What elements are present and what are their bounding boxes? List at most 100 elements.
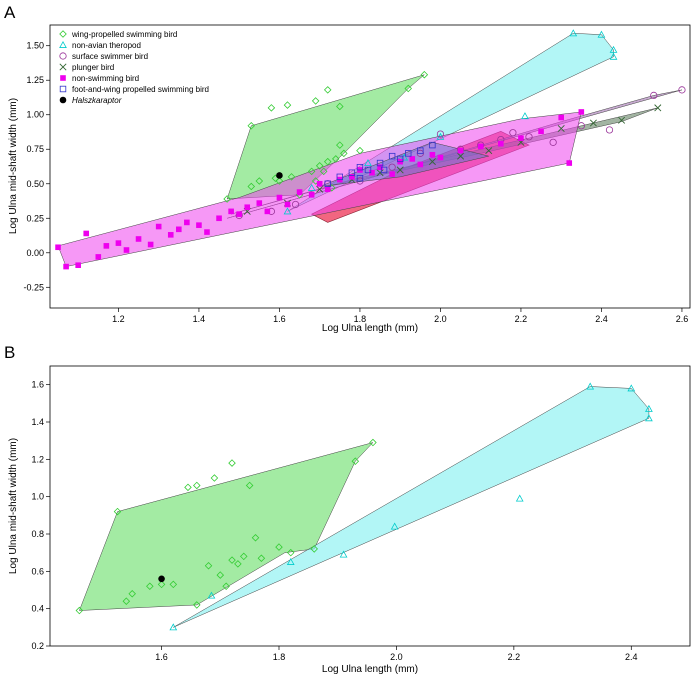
point-plunger bbox=[618, 116, 626, 124]
point-nonswim bbox=[417, 161, 424, 168]
point-wing bbox=[113, 507, 122, 516]
point-wing bbox=[311, 177, 320, 185]
panel-a-x-axis-label: Log Ulna length (mm) bbox=[322, 323, 418, 334]
point-plunger bbox=[316, 185, 324, 193]
x-tick-label: 1.6 bbox=[155, 652, 168, 662]
point-wing bbox=[283, 101, 292, 109]
point-surface bbox=[388, 163, 396, 171]
point-nonswim bbox=[167, 232, 174, 238]
x-tick-label: 2.4 bbox=[625, 652, 638, 662]
point-wing bbox=[336, 102, 344, 111]
point-wing bbox=[251, 533, 260, 542]
x-tick-label: 1.4 bbox=[193, 314, 206, 324]
point-wing bbox=[275, 177, 284, 185]
point-wing bbox=[128, 589, 136, 598]
legend-marker-foot bbox=[59, 85, 67, 93]
point-theropod bbox=[609, 52, 618, 60]
point-nonswim bbox=[264, 208, 271, 215]
point-nonswim bbox=[123, 247, 130, 253]
y-tick-label: 1.2 bbox=[31, 454, 44, 464]
point-wing bbox=[122, 597, 131, 605]
point-theropod bbox=[364, 159, 372, 167]
point-surface bbox=[577, 122, 585, 130]
x-tick-label: 2.6 bbox=[676, 314, 689, 324]
point-wing bbox=[193, 601, 201, 609]
point-wing bbox=[311, 97, 320, 105]
point-theropod bbox=[515, 494, 524, 502]
point-theropod bbox=[390, 522, 399, 530]
point-theropod bbox=[609, 45, 618, 53]
point-wing bbox=[247, 122, 256, 130]
point-plunger bbox=[376, 169, 384, 177]
point-nonswim bbox=[55, 244, 61, 251]
panel-a-y-axis-label: Log Ulna mid-shaft width (mm) bbox=[8, 98, 19, 234]
y-tick-label: 0.4 bbox=[31, 604, 44, 614]
x-tick-label: 2.2 bbox=[508, 652, 521, 662]
point-wing bbox=[216, 571, 225, 579]
point-nonswim bbox=[135, 236, 142, 242]
point-plunger bbox=[589, 119, 597, 127]
point-surface bbox=[650, 91, 658, 100]
point-nonswim bbox=[63, 263, 69, 270]
point-wing bbox=[404, 84, 413, 93]
point-nonswim bbox=[409, 156, 416, 162]
point-foot bbox=[417, 147, 424, 154]
point-foot bbox=[396, 155, 404, 163]
legend-label-halsz: Halszkaraptor bbox=[72, 96, 122, 105]
point-theropod bbox=[586, 382, 595, 390]
panel-a-y-ticks: -0.25 0.00 0.25 0.50 0.75 1.00 1.25 1.50 bbox=[23, 41, 50, 292]
x-tick-label: 1.6 bbox=[273, 314, 286, 324]
panel-b-y-axis-label: Log Ulna mid-shaft width (mm) bbox=[8, 438, 19, 574]
point-foot bbox=[380, 166, 388, 174]
point-nonswim bbox=[389, 171, 395, 177]
point-wing bbox=[223, 195, 231, 203]
point-theropod bbox=[307, 183, 316, 191]
point-wing bbox=[287, 173, 296, 181]
point-theropod bbox=[339, 550, 348, 558]
point-foot bbox=[356, 175, 364, 182]
point-surface bbox=[549, 138, 557, 146]
point-wing bbox=[420, 70, 429, 79]
point-foot bbox=[348, 169, 356, 176]
hull-wing bbox=[78, 442, 374, 611]
point-wing bbox=[222, 582, 230, 591]
point-nonswim bbox=[184, 219, 190, 226]
point-wing bbox=[228, 459, 236, 467]
point-wing bbox=[275, 543, 283, 551]
point-wing bbox=[267, 104, 276, 112]
y-tick-label: 1.0 bbox=[31, 492, 44, 502]
point-nonswim bbox=[216, 215, 222, 222]
point-nonswim bbox=[324, 186, 331, 193]
point-nonswim bbox=[244, 204, 251, 211]
y-tick-label: 0.00 bbox=[26, 248, 44, 258]
point-wing bbox=[184, 483, 192, 492]
y-tick-label: 1.00 bbox=[26, 110, 44, 120]
point-plunger bbox=[428, 158, 436, 166]
point-wing bbox=[255, 177, 264, 185]
x-tick-label: 2.2 bbox=[515, 314, 528, 324]
panel-a-legend: wing-propelled swimming bird non-avian th… bbox=[59, 30, 209, 105]
point-wing bbox=[169, 580, 178, 589]
point-nonswim bbox=[377, 164, 383, 170]
point-nonswim bbox=[176, 226, 182, 233]
legend-marker-plunger bbox=[59, 63, 67, 71]
point-plunger bbox=[396, 166, 404, 174]
legend-label-wing: wing-propelled swimming bird bbox=[71, 30, 177, 39]
point-surface bbox=[525, 133, 533, 141]
x-tick-label: 1.2 bbox=[112, 314, 125, 324]
point-foot bbox=[376, 159, 384, 167]
point-wing bbox=[257, 554, 266, 563]
point-wing bbox=[234, 560, 242, 568]
point-plunger bbox=[557, 125, 565, 133]
point-foot bbox=[336, 173, 344, 181]
legend-marker-surface bbox=[59, 52, 67, 60]
legend-marker-wing bbox=[59, 30, 67, 38]
point-nonswim bbox=[155, 223, 162, 230]
panel-b-hulls bbox=[78, 386, 650, 628]
y-tick-label: 0.75 bbox=[26, 144, 44, 154]
point-wing bbox=[228, 556, 236, 564]
point-theropod bbox=[169, 623, 178, 631]
panel-a-x-ticks: 1.2 1.4 1.6 1.8 2.0 2.2 2.4 2.6 bbox=[112, 308, 688, 324]
point-wing bbox=[193, 481, 201, 490]
